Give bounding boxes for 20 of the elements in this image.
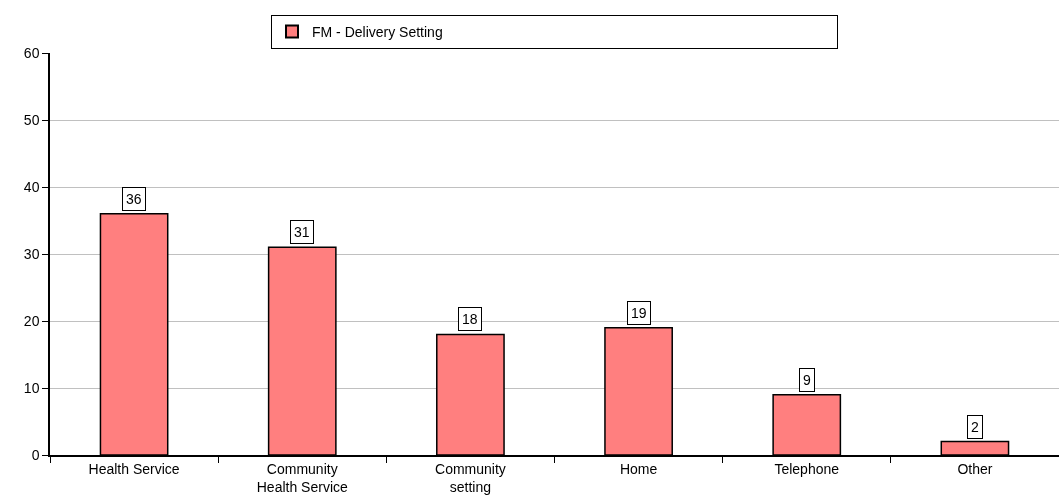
y-tick-label: 0 xyxy=(31,446,40,463)
data-label: 36 xyxy=(126,191,142,207)
data-label: 31 xyxy=(294,224,310,240)
legend-label: FM - Delivery Setting xyxy=(312,24,443,41)
x-tick-label: Other xyxy=(957,460,993,477)
data-label: 9 xyxy=(803,372,811,388)
data-label: 19 xyxy=(631,305,647,321)
data-label: 18 xyxy=(462,311,478,327)
x-tick-label: Telephone xyxy=(774,460,840,477)
x-tick-label: Community setting xyxy=(435,460,506,495)
y-tick-label: 10 xyxy=(23,379,40,396)
y-tick-label: 60 xyxy=(23,44,40,61)
y-tick-label: 20 xyxy=(23,312,40,329)
y-tick-label: 30 xyxy=(23,245,40,262)
data-label: 2 xyxy=(971,419,979,435)
x-tick-label: Community Health Service xyxy=(256,460,348,495)
x-tick-label: Home xyxy=(619,460,658,477)
y-tick-label: 50 xyxy=(23,111,40,128)
x-tick-label: Health Service xyxy=(88,460,180,477)
y-tick-label: 40 xyxy=(23,178,40,195)
